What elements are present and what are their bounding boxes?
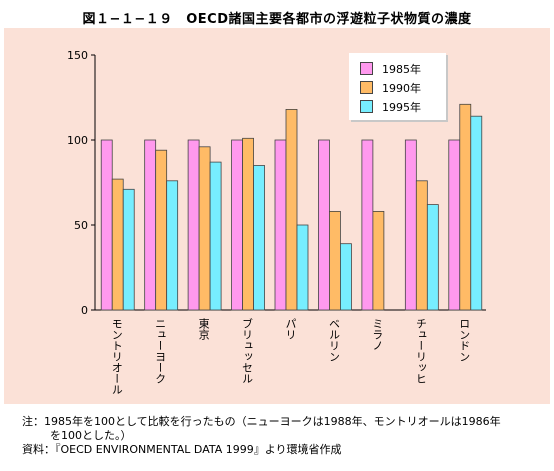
- y-tick-label: 0: [81, 304, 88, 317]
- bar: [372, 210, 385, 311]
- chart-legend: 1985年 1990年 1995年: [349, 53, 446, 120]
- legend-label-1995: 1995年: [382, 101, 421, 114]
- bar: [361, 139, 374, 311]
- legend-swatch-1990: [360, 81, 373, 94]
- x-category-label: ミラノ: [371, 318, 384, 351]
- y-tick-label: 100: [67, 134, 88, 147]
- x-category-label: 東京: [197, 318, 210, 341]
- bar: [122, 188, 135, 311]
- note-line-2: を100とした。）: [50, 429, 132, 442]
- bar: [209, 161, 222, 311]
- bar: [296, 224, 309, 311]
- bar: [404, 139, 417, 311]
- x-category-label: モントリオール: [110, 318, 123, 395]
- bar: [318, 139, 330, 311]
- legend-label-1985: 1985年: [382, 63, 421, 76]
- legend-swatch-1995: [360, 100, 373, 113]
- bar: [253, 165, 265, 311]
- x-category-label: ブリュッセル: [241, 317, 254, 384]
- y-tick-label: 50: [74, 219, 88, 232]
- x-category-label: ロンドン: [458, 318, 471, 362]
- bar: [100, 139, 113, 311]
- note-source: 資料：『OECD ENVIRONMENTAL DATA 1999』より環境省作成: [22, 443, 342, 456]
- x-category-label: ニューヨーク: [154, 318, 167, 384]
- bar: [274, 139, 287, 311]
- note-line-1: 注：1985年を100として比較を行ったもの（ニューヨークは1988年、モントリ…: [22, 415, 501, 428]
- bar: [448, 139, 461, 311]
- bar: [415, 180, 428, 311]
- bar-chart: 0 50 100 150 モントリオール ニューヨーク 東京 ブリュッセル パリ ベルリン ミラノ チ…: [67, 49, 486, 395]
- x-category-label: ベルリン: [327, 318, 340, 362]
- legend-swatch-1985: [360, 62, 373, 75]
- bar: [470, 115, 483, 311]
- legend-label-1990: 1990年: [382, 82, 421, 95]
- bar: [285, 109, 298, 311]
- bar: [426, 204, 439, 311]
- bar: [340, 243, 352, 311]
- figure-notes: 注：1985年を100として比較を行ったもの（ニューヨークは1988年、モントリ…: [22, 415, 547, 457]
- bar: [329, 210, 341, 311]
- x-category-label: チューリッヒ: [414, 318, 427, 384]
- bar: [231, 139, 243, 311]
- figure-title: 図１−１−１９ OECD諸国主要各都市の浮遊粒子状物質の濃度: [82, 12, 472, 27]
- bar: [166, 180, 179, 311]
- bar: [187, 139, 200, 311]
- bar: [144, 139, 157, 311]
- bar: [155, 149, 168, 311]
- bar: [198, 146, 211, 311]
- y-tick-label: 150: [67, 49, 88, 62]
- x-category-label: パリ: [284, 318, 297, 340]
- bar: [459, 103, 472, 311]
- bar: [242, 137, 254, 311]
- bar: [111, 178, 124, 311]
